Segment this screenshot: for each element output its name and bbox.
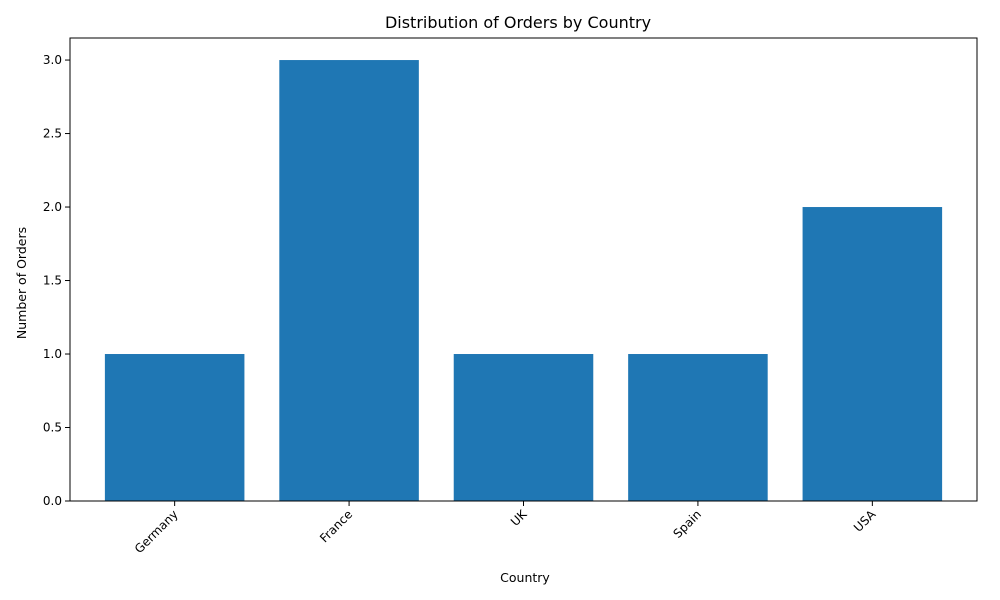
bar-france (279, 60, 419, 502)
y-tick-label: 2.5 (43, 127, 62, 141)
x-axis-ticks: Germany France UK Spain USA (132, 501, 879, 556)
y-axis-label: Number of Orders (14, 227, 29, 339)
bar-germany (104, 354, 245, 501)
x-axis-label: Country (500, 570, 550, 585)
y-tick-label: 0.5 (43, 421, 62, 435)
bar-usa (802, 207, 943, 502)
y-tick-label: 0.0 (43, 494, 62, 508)
bars-group (104, 60, 943, 502)
x-tick-label: Spain (670, 507, 704, 541)
x-tick-label: USA (851, 507, 879, 535)
x-tick-label: UK (508, 506, 530, 528)
plot-area-frame (69, 37, 978, 502)
x-tick-label: Germany (132, 507, 181, 556)
y-axis-ticks: 0.0 0.5 1.0 1.5 2.0 2.5 3.0 (43, 53, 70, 508)
y-tick-label: 1.5 (43, 274, 62, 288)
y-tick-label: 2.0 (43, 200, 62, 214)
x-tick-label: France (317, 507, 355, 545)
bar-uk (453, 354, 594, 501)
y-tick-label: 1.0 (43, 347, 62, 361)
chart-title: Distribution of Orders by Country (385, 13, 651, 32)
y-tick-label: 3.0 (43, 53, 62, 67)
bar-spain (628, 354, 768, 501)
